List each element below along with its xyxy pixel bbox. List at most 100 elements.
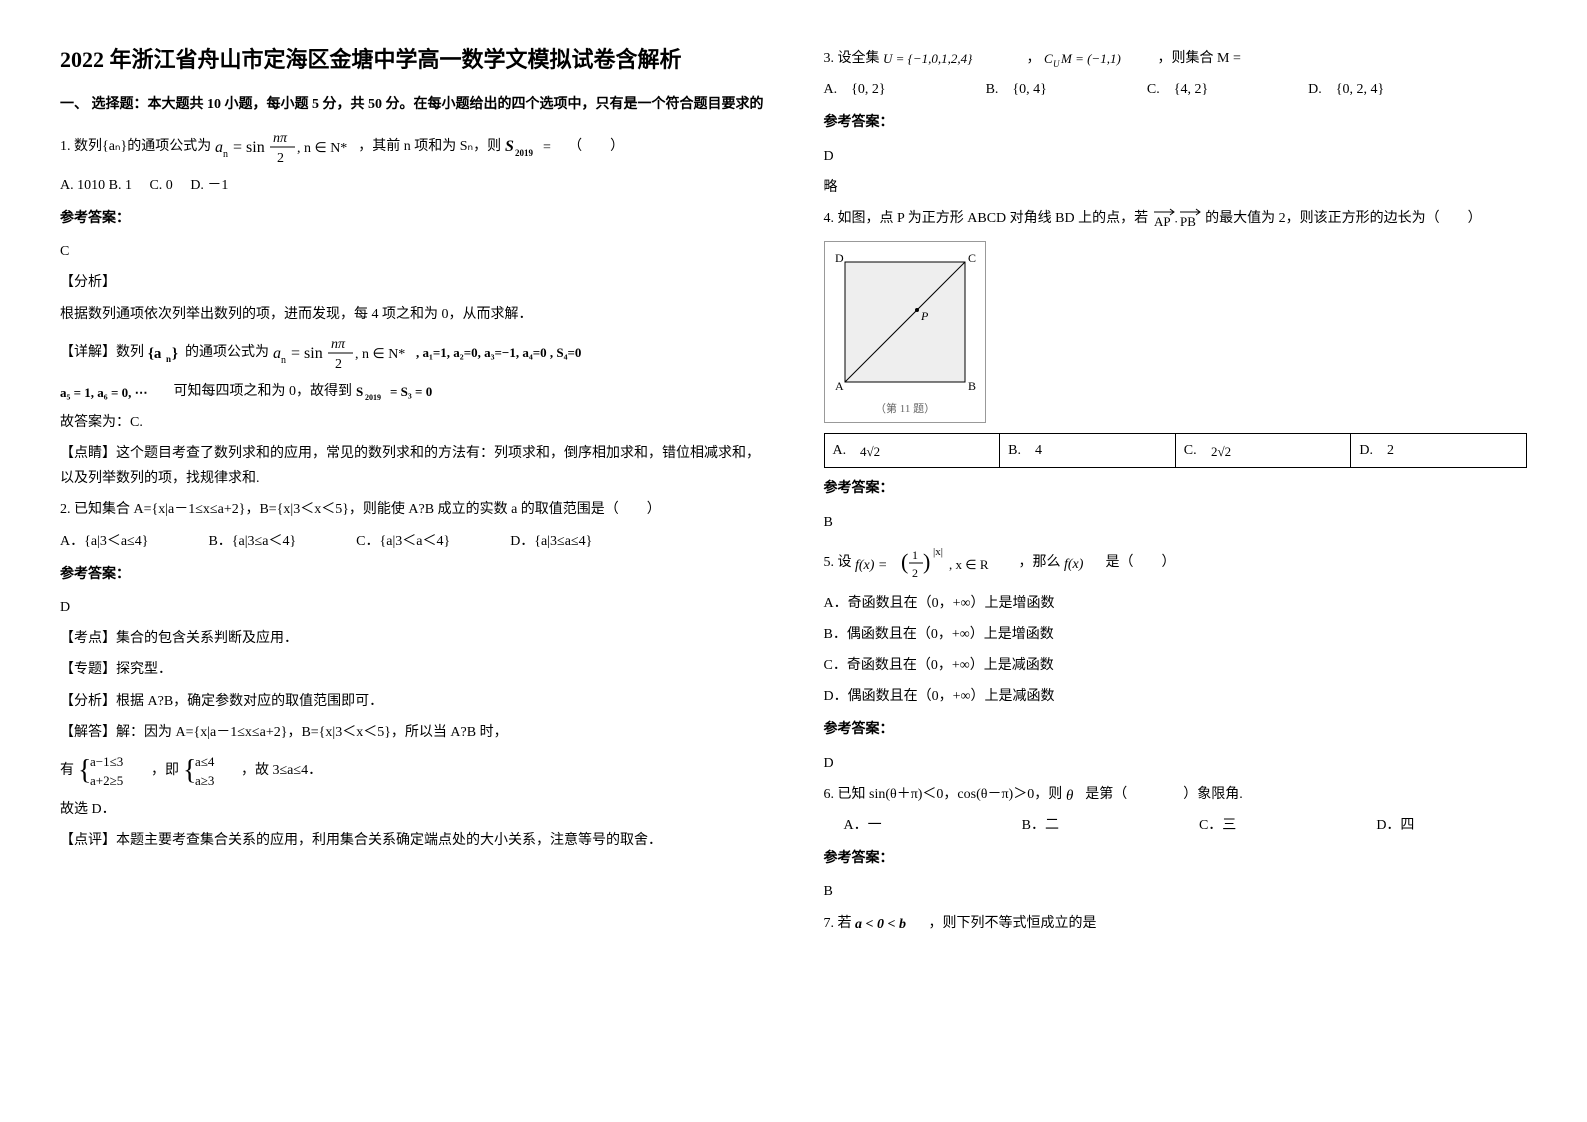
q3-optB-label: B. (986, 82, 999, 97)
q3-stem: 3. 设全集 U = {−1,0,1,2,4} ， CUM = (−1,1) ，… (824, 46, 1528, 71)
q2-conclude: 故选 D． (60, 797, 764, 822)
q6-optC: C．三 (1199, 813, 1236, 838)
svg-text:θ: θ (1066, 788, 1074, 804)
svg-text:= sin: = sin (291, 345, 323, 362)
svg-text:n: n (166, 354, 171, 363)
svg-text:U: U (1053, 59, 1060, 69)
svg-text:2√2: 2√2 (1211, 444, 1231, 459)
q2-brace-tail: ，故 3≤a≤4． (241, 763, 322, 778)
q4-optA-cell: A. 4√2 (824, 434, 1000, 468)
q5-fx: f(x) (1064, 555, 1102, 570)
svg-text:, n ∈ N*: , n ∈ N* (355, 347, 405, 362)
q3-optC: {4, 2} (1174, 82, 1208, 97)
q1-formula: a n = sin nπ 2 , n ∈ N* (215, 139, 359, 154)
q3-comma: ， (1027, 51, 1041, 66)
q5-stem: 5. 设 f(x) = ( 1 2 ) |x| , x ∈ R ，那么 f(x)… (824, 541, 1528, 585)
svg-text:a: a (215, 139, 223, 156)
svg-text:=: = (543, 140, 551, 155)
q4-optC-cell: C. 2√2 (1175, 434, 1351, 468)
svg-text:, n ∈ N*: , n ∈ N* (297, 141, 347, 156)
q1-s2019: S2019= (505, 139, 569, 154)
q1-conclude: 故答案为：C. (60, 410, 764, 435)
diagram-label-a: A (835, 379, 844, 393)
q6-optA: A．一 (844, 813, 882, 838)
q1-answer: C (60, 239, 764, 264)
q3-optA: {0, 2} (851, 82, 885, 97)
q6-answer: B (824, 879, 1528, 904)
q5-stem-tail: 是（ ） (1106, 555, 1176, 570)
q3-optC-label: C. (1147, 82, 1160, 97)
svg-text:U = {−1,0,1,2,4}: U = {−1,0,1,2,4} (883, 51, 973, 66)
q2-stem: 2. 已知集合 A={x|a－1≤x≤a+2}，B={x|3＜x＜5}，则能使 … (60, 497, 764, 522)
svg-text:AP: AP (1154, 214, 1171, 229)
q1-options: A. 1010 B. 1 C. 0 D. －1 (60, 173, 764, 198)
svg-text:·: · (1174, 214, 1178, 229)
svg-text:n: n (223, 149, 228, 160)
q2-kp: 【考点】集合的包含关系判断及应用． (60, 626, 764, 651)
q4-stem-pre: 4. 如图，点 P 为正方形 ABCD 对角线 BD 上的点，若 (824, 211, 1149, 226)
diagram-label-p: P (920, 309, 929, 323)
q3-stem-pre: 3. 设全集 (824, 51, 880, 66)
q2-brace1: { a−1≤3 a+2≥5 (78, 751, 148, 791)
q5-stem-pre: 5. 设 (824, 555, 852, 570)
svg-text:2: 2 (912, 566, 918, 580)
svg-text:a+2≥5: a+2≥5 (90, 773, 123, 788)
svg-text:f(x) =: f(x) = (855, 558, 887, 573)
q1-detail-s: S2019= S₃ = 0 (356, 384, 466, 399)
svg-text:1: 1 (912, 548, 918, 562)
q1-detail-line2a: a₅ = 1, a₆ = 0, ⋯ (60, 384, 170, 399)
svg-text:f(x): f(x) (1064, 557, 1084, 572)
svg-text:2: 2 (277, 151, 284, 166)
q3-optB: {0, 4} (1012, 82, 1046, 97)
q4-stem-post: 的最大值为 2，则该正方形的边长为（ ） (1205, 211, 1482, 226)
svg-text:= sin: = sin (233, 139, 265, 156)
q4-stem: 4. 如图，点 P 为正方形 ABCD 对角线 BD 上的点，若 AP·PB 的… (824, 206, 1528, 231)
q2-answer: D (60, 595, 764, 620)
diagram-label-b: B (968, 379, 976, 393)
svg-text:}: } (172, 346, 178, 362)
svg-text:（第 11 题）: （第 11 题） (875, 401, 935, 415)
q6-stem-post: 是第（ ）象限角. (1085, 787, 1243, 802)
exam-page: 2022 年浙江省舟山市定海区金塘中学高一数学文模拟试卷含解析 一、 选择题：本… (60, 40, 1527, 942)
q1-analysis: 根据数列通项依次列举出数列的项，进而发现，每 4 项之和为 0，从而求解． (60, 302, 764, 327)
q2-optB: B．{a|3≤a＜4} (208, 529, 296, 554)
q5-optA: A．奇函数且在（0，+∞）上是增函数 (824, 591, 1528, 616)
q5-answer: D (824, 751, 1528, 776)
q3-note: 略 (824, 175, 1528, 200)
q5-optD: D．偶函数且在（0，+∞）上是减函数 (824, 684, 1528, 709)
svg-text:): ) (923, 549, 930, 574)
svg-text:nπ: nπ (273, 131, 288, 146)
svg-text:2019: 2019 (515, 148, 534, 158)
svg-text:2: 2 (335, 357, 342, 372)
q5-optB: B．偶函数且在（0，+∞）上是增函数 (824, 622, 1528, 647)
q1-detail-line2b: 可知每四项之和为 0，故得到 (174, 384, 353, 399)
q1-detail-label: 【详解】数列 (60, 345, 144, 360)
q2-dp: 【点评】本题主要考查集合关系的应用，利用集合关系确定端点处的大小关系，注意等号的… (60, 828, 764, 853)
svg-text:a≤4: a≤4 (195, 754, 215, 769)
svg-text:{a: {a (148, 346, 162, 362)
q2-fx: 【分析】根据 A?B，确定参数对应的取值范围即可． (60, 689, 764, 714)
svg-text:a < 0 < b: a < 0 < b (855, 917, 906, 932)
q7-cond: a < 0 < b (855, 916, 925, 931)
q2-brace-line: 有 { a−1≤3 a+2≥5 ，即 { a≤4 a≥3 ，故 3≤a≤4． (60, 751, 764, 791)
svg-text:M = (−1,1): M = (−1,1) (1060, 51, 1121, 66)
q4-optB-cell: B. 4 (1000, 434, 1176, 468)
q3-answer: D (824, 144, 1528, 169)
q6-optD: D．四 (1376, 813, 1414, 838)
q3-u: U = {−1,0,1,2,4} (883, 51, 1023, 66)
q1-detail-formula: a n = sin nπ 2 , n ∈ N* (273, 345, 417, 360)
q1-analysis-label: 【分析】 (60, 270, 764, 295)
q3-options: A. {0, 2} B. {0, 4} C. {4, 2} D. {0, 2, … (824, 77, 1528, 102)
q1-optD: D. －1 (190, 178, 228, 193)
q1-stem-post: ，其前 n 项和为 Sₙ，则 (358, 139, 501, 154)
svg-text:|x|: |x| (933, 546, 943, 558)
q1-optA: A. 1010 (60, 178, 105, 193)
svg-text:PB: PB (1180, 214, 1196, 229)
q3-optA-label: A. (824, 82, 838, 97)
q6-optB: B．二 (1022, 813, 1059, 838)
q1-detail: 【详解】数列 {a n} 的通项公式为 a n = sin nπ 2 , n ∈ … (60, 333, 764, 373)
q4-optD-cell: D. 2 (1351, 434, 1527, 468)
q2-jd: 【解答】解：因为 A={x|a－1≤x≤a+2}，B={x|3＜x＜5}，所以当… (60, 720, 764, 745)
svg-text:(: ( (901, 549, 908, 574)
q1-detail-mid: 的通项公式为 (185, 345, 269, 360)
